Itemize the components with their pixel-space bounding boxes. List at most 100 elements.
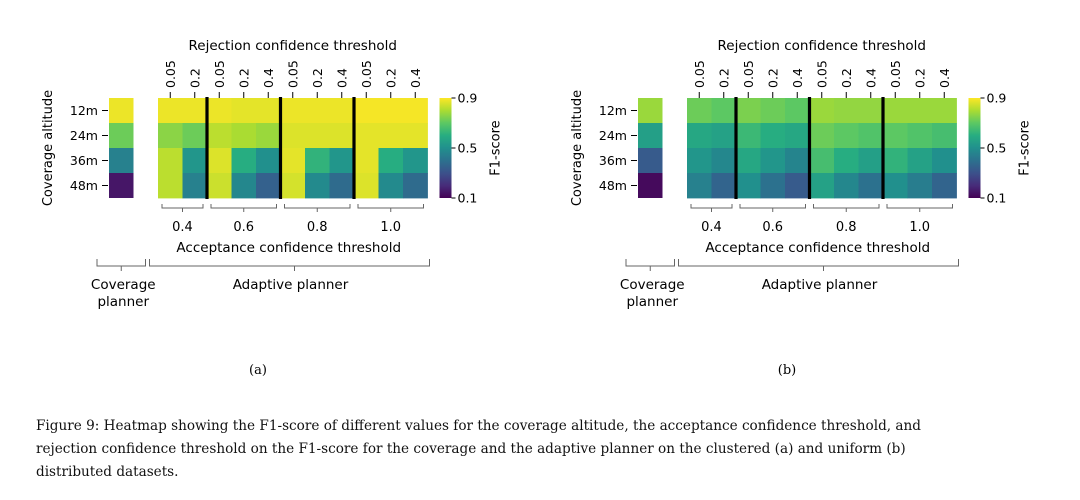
heatmap-cell [932,148,957,174]
acceptance-bracket [210,204,277,209]
coverage-planner-label-line2: planner [626,294,678,310]
y-tick-label: 24m [70,128,98,143]
coverage-planner-label-line1: Coverage [620,277,685,293]
heatmap-cell [907,123,933,149]
y-tick-label: 48m [70,178,98,193]
heatmap-cell [883,123,908,149]
heatmap-cell [182,98,208,124]
heatmap-cell [256,148,281,174]
heatmap-cell [256,173,281,199]
heatmap-cell [378,148,404,174]
heatmap-cell [858,148,884,174]
colorbar-label: F1-score [1018,120,1033,175]
y-tick-label: 12m [70,103,98,118]
acceptance-axis-title: Acceptance confidence threshold [705,240,930,256]
heatmap-cell [858,123,884,149]
rejection-tick-label: 0.05 [359,60,374,88]
heatmap-cell [834,148,859,174]
heatmap-cell [329,173,355,199]
heatmap-cell [834,173,859,199]
colorbar [439,98,452,198]
rejection-tick-label: 0.2 [310,68,325,88]
heatmap-cell [785,98,810,124]
heatmap-cell [403,98,428,124]
heatmap-cell [305,123,330,149]
caption-line-1: Figure 9: Heatmap showing the F1-score o… [36,418,921,434]
rejection-tick-label: 0.05 [741,60,756,88]
heatmap-cell [231,148,257,174]
acceptance-bracket [690,204,733,209]
heatmap-cell [256,98,281,124]
heatmap-cell [207,98,232,124]
heatmap-cell [687,123,712,149]
caption-line-2: rejection confidence threshold on the F1… [36,441,906,457]
rejection-tick-label: 0.05 [692,60,707,88]
coverage-cell [109,173,134,198]
rejection-tick-label: 0.4 [408,68,423,88]
heatmap-cell [158,148,183,174]
colorbar-tick-label: 0.1 [987,191,1007,206]
acceptance-bracket [813,204,880,209]
heatmap-cell [711,148,737,174]
coverage-planner-label-line2: planner [97,294,149,310]
heatmap-cell [329,148,355,174]
heatmap-cell [378,98,404,124]
rejection-tick-label: 0.2 [912,68,927,88]
heatmap-cell [736,173,761,199]
heatmap-cell [883,98,908,124]
acceptance-tick-label: 0.4 [172,220,193,235]
y-tick-label: 12m [599,103,627,118]
rejection-tick-label: 0.2 [383,68,398,88]
rejection-tick-label: 0.2 [716,68,731,88]
rejection-tick-label: 0.2 [187,68,202,88]
adaptive-planner-label: Adaptive planner [762,277,878,293]
adaptive-planner-bracket [678,259,959,267]
coverage-cell [109,148,134,173]
y-tick-label: 36m [599,153,627,168]
rejection-tick-label: 0.2 [839,68,854,88]
colorbar-tick-label: 0.5 [987,141,1007,156]
heatmap-cell [207,123,232,149]
heatmap-cell [231,173,257,199]
acceptance-tick-label: 0.4 [701,220,722,235]
heatmap-cell [280,98,306,124]
acceptance-tick-label: 1.0 [380,220,401,235]
rejection-tick-label: 0.05 [163,60,178,88]
colorbar-tick-label: 0.1 [458,191,478,206]
caption-line-3: distributed datasets. [36,464,179,480]
rejection-tick-label: 0.4 [790,68,805,88]
heatmap-cell [354,98,379,124]
heatmap-cell [711,98,737,124]
colorbar-tick-label: 0.9 [458,91,478,106]
acceptance-tick-label: 1.0 [909,220,930,235]
heatmap-cell [403,148,428,174]
acceptance-tick-label: 0.6 [762,220,783,235]
heatmap-cell [932,173,957,199]
heatmap-cell [711,173,737,199]
heatmap-cell [378,173,404,199]
coverage-cell [109,98,134,123]
y-axis-label: Coverage altitude [41,90,56,206]
heatmap-cell [256,123,281,149]
panel-label: (b) [778,363,796,378]
heatmap-cell [182,123,208,149]
y-tick-label: 48m [599,178,627,193]
heatmap-cell [329,123,355,149]
heatmap-cell [231,98,257,124]
heatmap-cell [711,123,737,149]
heatmap-cell [687,98,712,124]
heatmap-cell [182,173,208,199]
heatmap-cell [354,173,379,199]
colorbar-tick-label: 0.5 [458,141,478,156]
heatmap-cell [785,148,810,174]
heatmap-cell [403,123,428,149]
colorbar [968,98,981,198]
coverage-cell [638,148,663,173]
heatmap-cell [907,98,933,124]
heatmap-cell [158,173,183,199]
heatmap-cell [809,148,835,174]
heatmap-cell [687,173,712,199]
colorbar-label: F1-score [489,120,504,175]
heatmap-cell [305,98,330,124]
heatmap-cell [932,98,957,124]
